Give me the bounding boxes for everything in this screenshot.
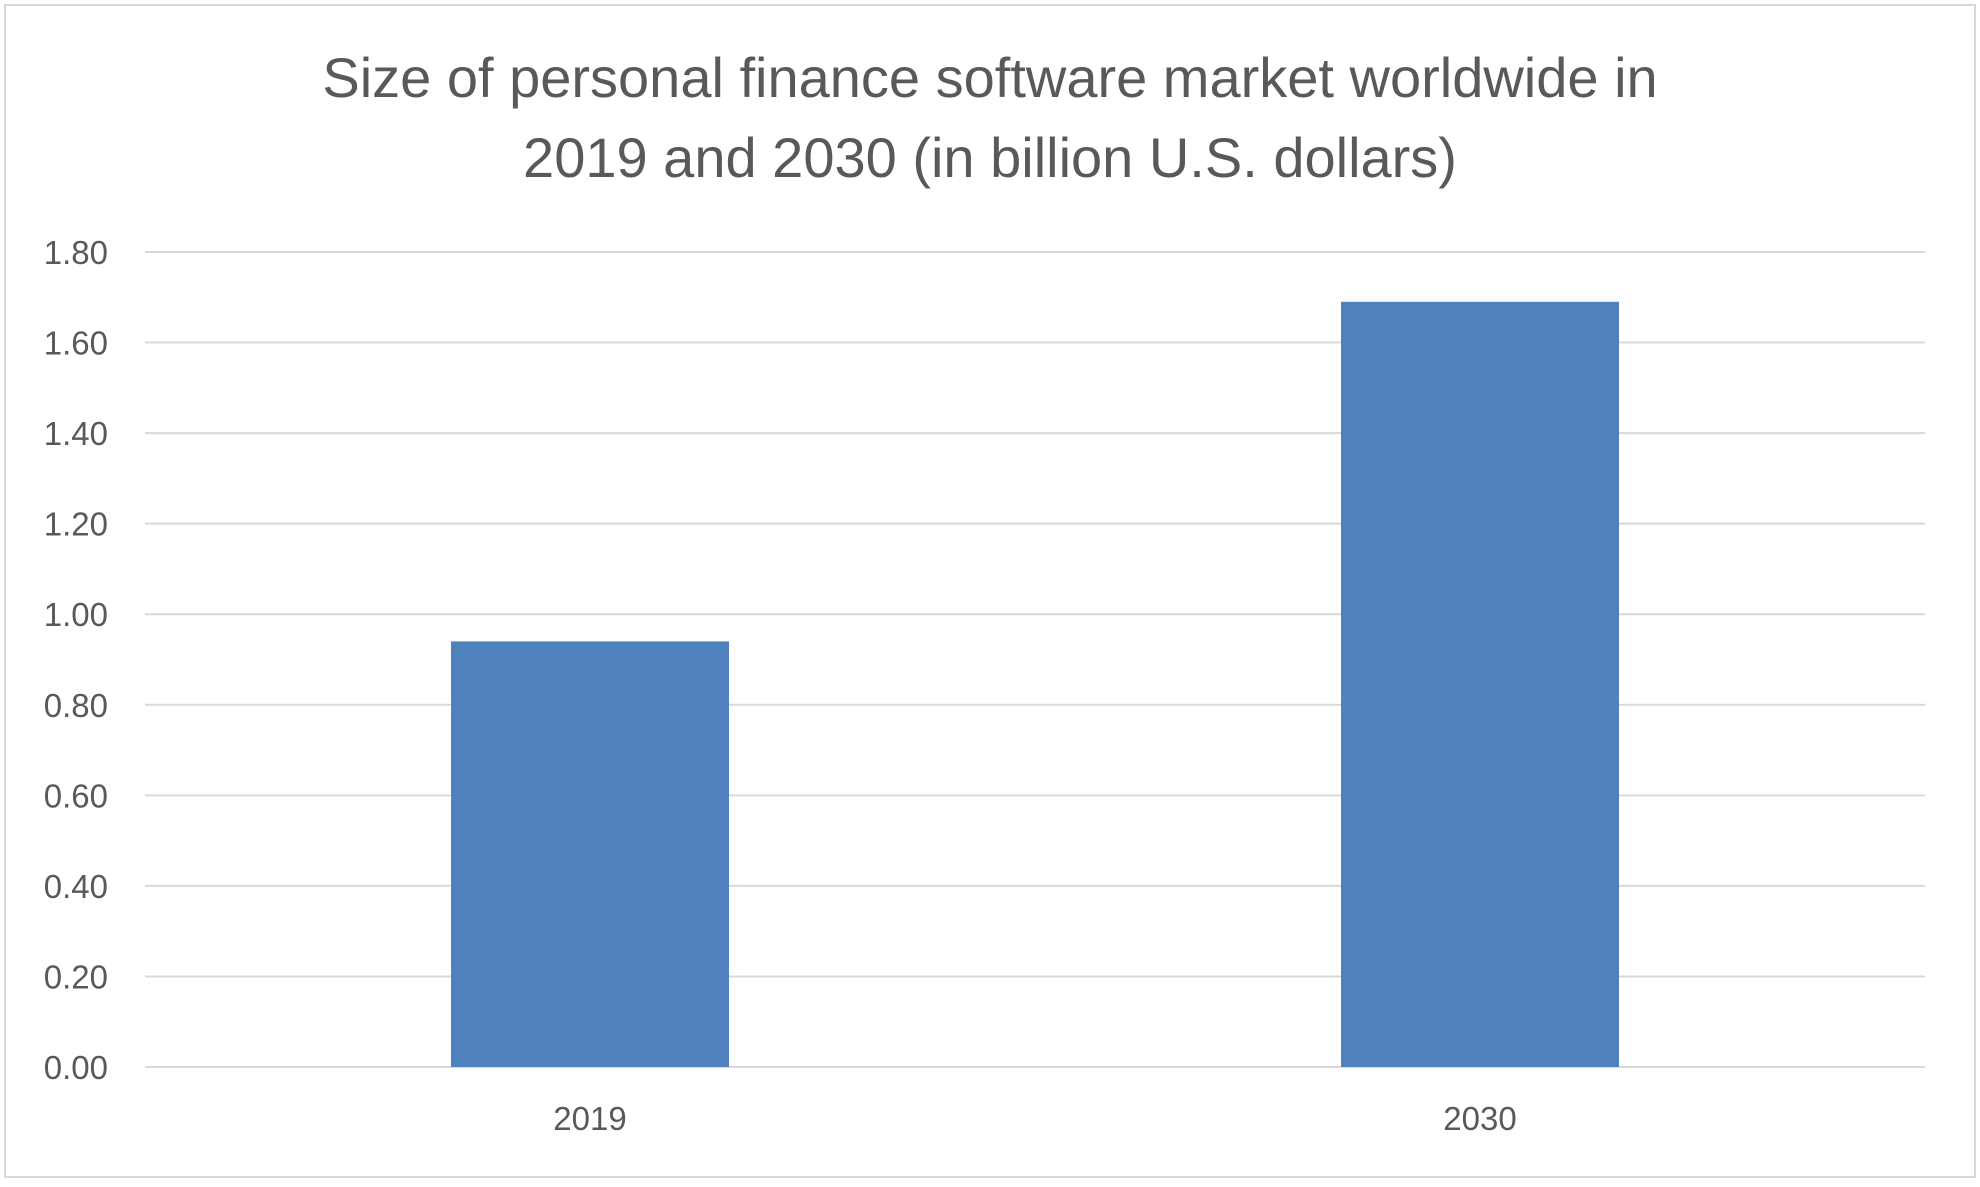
y-tick-label: 0.40 xyxy=(44,868,108,905)
y-axis-tick-labels: 0.00 0.20 0.40 0.60 0.80 1.00 1.20 1.40 1.60 1.80 xyxy=(44,234,108,1086)
y-tick-label: 1.80 xyxy=(44,234,108,271)
y-tick-label: 1.60 xyxy=(44,325,108,362)
x-axis-tick-labels: 2019 2030 xyxy=(553,1100,1516,1137)
y-tick-label: 1.00 xyxy=(44,596,108,633)
x-tick-label: 2030 xyxy=(1443,1100,1516,1137)
bar-2030 xyxy=(1341,301,1619,1067)
chart-border xyxy=(4,4,1976,1178)
x-tick-label: 2019 xyxy=(553,1100,626,1137)
chart-title: Size of personal finance software market… xyxy=(322,46,1657,189)
y-tick-label: 1.40 xyxy=(44,415,108,452)
bar-2019 xyxy=(451,641,729,1067)
chart-title-line-1: Size of personal finance software market… xyxy=(322,46,1657,109)
y-tick-label: 0.60 xyxy=(44,777,108,814)
y-tick-label: 0.00 xyxy=(44,1049,108,1086)
y-tick-label: 0.20 xyxy=(44,958,108,995)
gridlines xyxy=(145,251,1925,1068)
y-tick-label: 0.80 xyxy=(44,687,108,724)
chart-title-line-2: 2019 and 2030 (in billion U.S. dollars) xyxy=(523,126,1457,189)
y-tick-label: 1.20 xyxy=(44,506,108,543)
bars xyxy=(451,301,1619,1067)
